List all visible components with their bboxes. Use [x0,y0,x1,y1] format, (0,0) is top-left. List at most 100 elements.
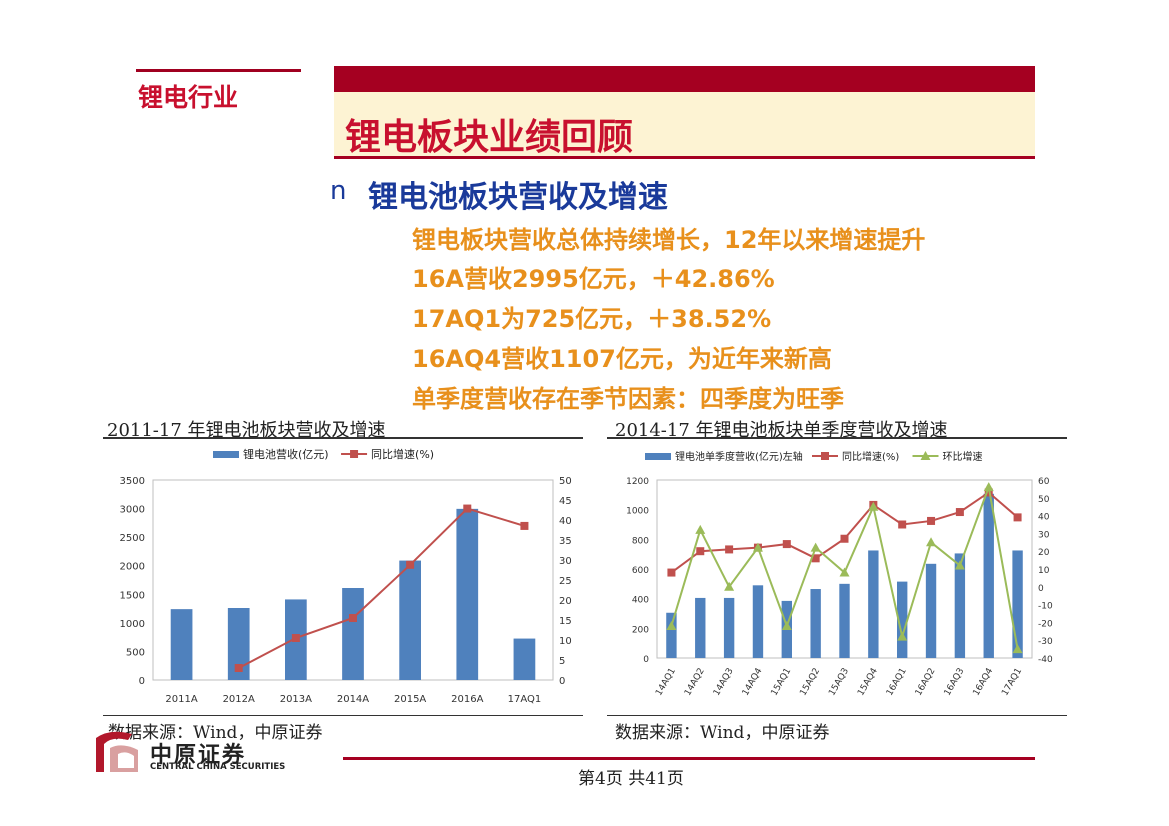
line-marker [840,534,849,543]
y-right-tick-label: -20 [1038,619,1053,629]
title-underline [334,156,1035,159]
line-marker [349,614,357,622]
bar [666,612,677,658]
y-right-tick-label: 10 [1038,566,1050,576]
chart1-bottom-rule [103,715,583,716]
x-tick-label: 2012A [223,694,255,705]
chart2: 0 200 400 600 800 1000 1200 -40 -30 -20 -10 0 10 20 30… [626,450,1053,698]
line-marker [810,542,821,552]
line-marker [696,547,705,556]
line-marker [291,634,300,642]
chart2-top-rule [607,437,1067,439]
line-marker [725,545,734,554]
bar [752,585,764,658]
section-label: 锂电行业 [138,83,239,112]
x-tick-label: 14AQ3 [712,667,736,698]
point-1: 锂电板块营收总体持续增长，12年以来增速提升 [412,226,926,254]
line-marker [520,521,529,530]
y-right-tick-label: 0 [559,676,565,687]
legend-label: 锂电池单季度营收(亿元)左轴 [675,450,803,463]
x-tick-label: 15AQ2 [798,667,822,698]
y-right-tick-label: 20 [1038,548,1050,558]
legend-marker [350,450,359,458]
x-tick-label: 16AQ3 [943,667,967,698]
y-left-tick-label: 400 [632,596,649,606]
x-tick-label: 14AQ1 [654,667,678,698]
x-tick-label: 16AQ4 [972,666,996,697]
x-tick-label: 15AQ3 [827,667,851,698]
line-marker [811,554,820,563]
bar [810,589,821,658]
logo-cn: 中原证券 [150,743,247,768]
point-4: 16AQ4营收1107亿元，为近年来新高 [412,345,832,373]
line-marker [839,567,850,577]
y-left-tick-label: 200 [632,625,649,635]
y-right-tick-label: 20 [559,596,572,607]
y-left-tick-label: 1200 [626,477,649,487]
y-right-tick-label: 25 [559,576,572,587]
legend-label: 环比增速 [943,450,983,463]
y-left-tick-label: 3000 [120,505,145,516]
y-left-tick-label: 0 [643,655,649,665]
page-number: 第4页 共41页 [578,769,684,789]
y-left-tick-label: 2500 [120,533,145,544]
y-left-tick-label: 800 [632,536,649,546]
legend-label: 同比增速(%) [842,450,899,463]
y-right-tick-label: 30 [1038,530,1050,540]
y-right-tick-label: 40 [559,516,572,527]
bar [1012,550,1023,658]
y-right-tick-label: 50 [559,476,572,487]
y-right-tick-label: -10 [1038,602,1053,612]
y-right-tick-label: 45 [559,496,572,507]
legend-marker [821,452,829,460]
line-marker [954,560,965,570]
footer-rule [343,757,1035,760]
line-marker [781,620,792,630]
x-tick-label: 16AQ2 [914,667,938,698]
y-right-tick-label: 30 [559,556,572,567]
line-marker [983,482,994,492]
line-marker [406,560,415,569]
line-marker [955,508,964,517]
bullet-marker: n [330,176,347,206]
title-background [334,92,1035,156]
x-tick-label: 14AQ4 [741,666,765,697]
y-left-tick-label: 1000 [626,507,649,517]
line-marker [1013,513,1022,522]
bar [170,609,193,680]
page-title: 锂电板块业绩回顾 [345,117,634,158]
x-tick-label: 16AQ1 [885,667,909,698]
bar [513,638,536,680]
title-band [334,66,1035,92]
legend-label: 锂电池营收(亿元) [243,447,329,461]
bar [227,608,250,680]
x-tick-label: 2014A [337,694,369,705]
line-marker [927,516,936,525]
y-left-tick-label: 2000 [120,562,145,573]
point-3: 17AQ1为725亿元，＋38.52% [412,305,772,333]
y-right-tick-label: -40 [1038,655,1053,665]
x-tick-label: 2015A [394,694,426,705]
chart2-bottom-rule [607,715,1067,716]
y-right-tick-label: -30 [1038,637,1053,647]
y-right-tick-label: 0 [1038,584,1044,594]
y-left-tick-label: 0 [139,676,145,687]
chart2-source: 数据来源：Wind，中原证券 [615,723,830,743]
line-marker [897,631,908,641]
legend-swatch-bar [645,453,671,460]
line-marker [666,620,677,630]
y-left-tick-label: 1000 [120,619,145,630]
x-tick-label: 17AQ1 [1000,667,1024,698]
chart1-source: 数据来源：Wind，中原证券 [108,723,323,743]
line-marker [1012,644,1023,654]
line-marker [752,542,763,552]
bar [925,563,937,658]
legend-swatch-bar [213,451,239,458]
chart1-top-rule [103,437,583,439]
x-tick-label: 2013A [280,694,312,705]
company-logo [96,731,138,772]
point-5: 单季度营收存在季节因素：四季度为旺季 [412,385,844,413]
y-right-tick-label: 5 [559,656,565,667]
x-tick-label: 15AQ4 [856,666,880,697]
y-right-tick-label: 15 [559,616,572,627]
